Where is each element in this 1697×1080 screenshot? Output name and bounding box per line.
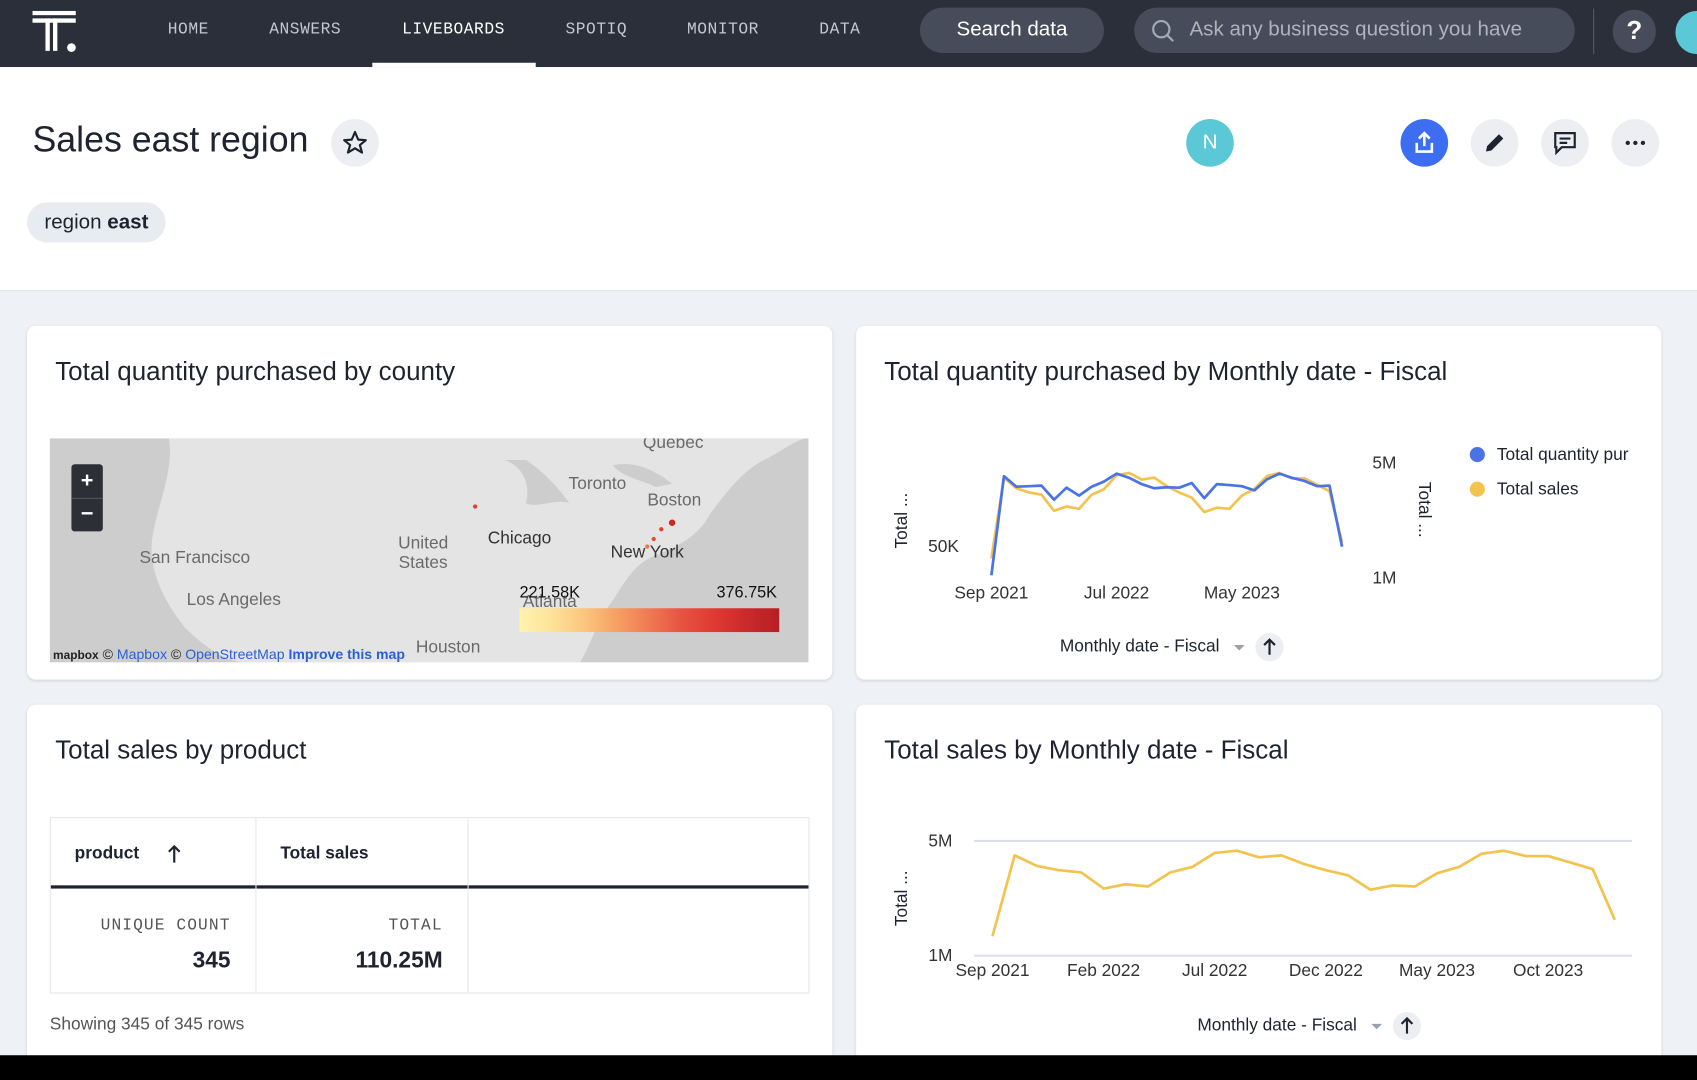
filter-value: east [107,211,149,234]
logo[interactable] [32,10,77,54]
column-header[interactable]: product [74,844,140,863]
nav-item[interactable]: LIVEBOARDS [402,20,505,39]
nav-item[interactable]: ANSWERS [269,20,342,39]
column-header[interactable]: Total sales [280,844,369,863]
chart-card: Total quantity purchased by Monthly date… [856,325,1662,680]
legend-max: 376.75K [716,583,777,602]
favorite-button[interactable] [331,119,379,167]
attribution-text: © [170,646,182,663]
card-title: Total sales by Monthly date - Fiscal [884,735,1289,766]
attribution: mapbox © Mapbox © OpenStreetMap Improve … [53,646,405,662]
place-label: San Francisco [139,548,251,568]
nav-item[interactable]: HOME [167,20,209,39]
card-title: Total quantity purchased by Monthly date… [884,357,1448,387]
filter-chip[interactable]: region east [27,202,166,243]
column-divider [467,818,469,993]
summary-value: 345 [192,948,231,973]
nav-item[interactable]: MONITOR [686,20,759,39]
place-label: Toronto [568,475,627,494]
summary-label: UNIQUE COUNT [100,916,231,936]
legend-min: 221.58K [519,583,580,602]
place-label: Quebec [642,438,704,453]
attribution-link[interactable]: OpenStreetMap [185,646,285,663]
search-box[interactable]: Ask any business question you have [1134,7,1575,54]
place-label: Boston [647,491,702,510]
card-title: Total quantity purchased by county [55,357,456,387]
place-label: Los Angeles [186,590,281,610]
place-label: New York [610,543,684,562]
edit-button[interactable] [1470,119,1519,167]
card-title: Total sales by product [55,735,307,766]
mapbox-logo: mapbox [53,649,99,663]
place-label: United States [398,534,449,573]
zoom-controls: + − [71,464,103,532]
table: product Total sales UNIQUE COUNT 345 TOT… [49,817,810,994]
bottom-bar [0,1055,1697,1080]
search-icon [1152,20,1174,42]
search-data-button[interactable]: Search data [919,7,1104,54]
nav-bar: HOME ANSWERS LIVEBOARDS SPOTIQ MONITOR D… [0,0,1697,68]
table-card: Total sales by product product Total sal… [27,704,833,1073]
chart-card: Total sales by Monthly date - Fiscal [856,704,1662,1073]
dots-icon [1625,140,1646,146]
map-card: Total quantity purchased by county Quebe… [27,325,833,680]
attribution-link[interactable]: Improve this map [288,646,405,663]
search-placeholder: Ask any business question you have [1189,18,1523,42]
divider [1593,8,1595,55]
place-label: Houston [415,638,481,657]
user-avatar[interactable] [1675,10,1697,55]
sort-icon[interactable] [166,844,183,863]
filter-label: region [44,211,102,234]
share-button[interactable] [1400,119,1449,167]
active-underline [372,62,536,68]
attribution-text: © [102,646,113,663]
map[interactable]: Quebec Toronto Boston Chicago United Sta… [49,438,809,663]
viewer-avatar[interactable]: N [1186,119,1234,167]
zoom-out[interactable]: − [80,502,94,526]
attribution-link[interactable]: Mapbox [116,646,167,663]
nav-item[interactable]: SPOTIQ [565,20,628,39]
nav-item[interactable]: DATA [819,20,861,39]
more-button[interactable] [1611,119,1660,167]
help-button[interactable]: ? [1612,9,1656,54]
summary-value: 110.25M [355,948,443,973]
table-header [50,818,809,889]
row-count: Showing 345 of 345 rows [49,1015,245,1034]
liveboard-title: Sales east region [32,119,309,160]
star-icon [343,130,367,154]
place-label: Atlanta [522,593,577,612]
pencil-icon [1485,134,1504,152]
share-icon [1415,131,1434,153]
summary-label: TOTAL [388,916,443,936]
comment-button[interactable] [1541,119,1589,167]
comment-icon [1554,132,1576,156]
zoom-in[interactable]: + [71,464,103,499]
liveboard-header: Sales east region N region east [0,67,1697,292]
color-scale [519,608,780,633]
column-divider [255,818,257,993]
place-label: Chicago [487,529,552,548]
